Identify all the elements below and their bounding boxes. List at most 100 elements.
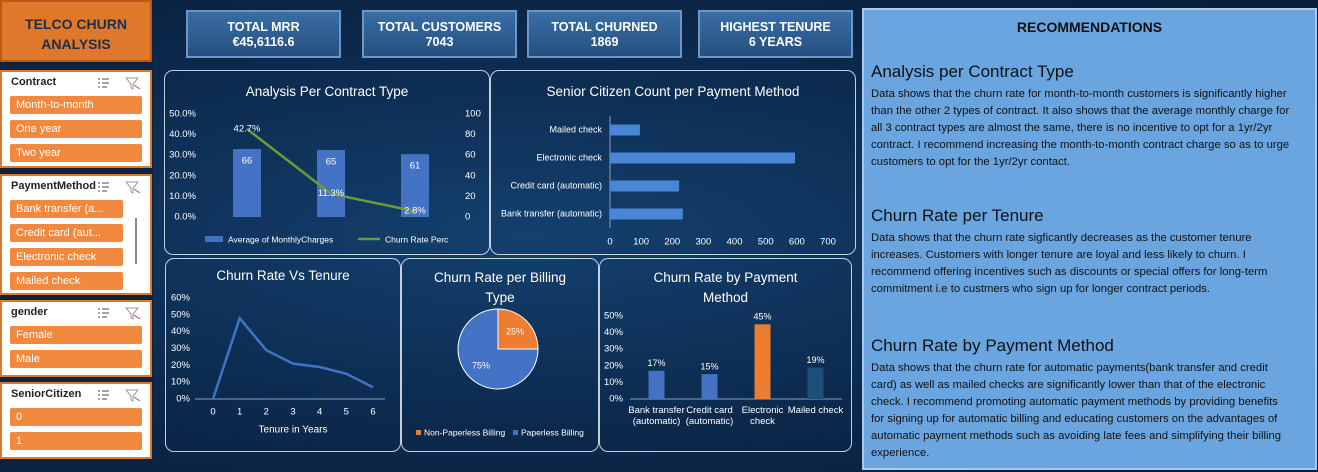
kpi-value: 7043: [425, 35, 454, 49]
y-tick-label: 20: [465, 191, 476, 202]
axis-title: Tenure in Years: [259, 425, 328, 436]
recommendations-panel: RECOMMENDATIONS Analysis per Contract Ty…: [862, 8, 1317, 470]
bar: [610, 208, 683, 220]
y-tick-label: 20.0%: [169, 170, 196, 181]
slicer-icons[interactable]: [96, 388, 144, 402]
data-label: 25%: [506, 326, 524, 336]
slicer-icons[interactable]: [96, 180, 144, 194]
chart-title: Churn Rate per Billing Type: [433, 270, 567, 305]
kpi-label: HIGHEST TENURE: [720, 20, 831, 34]
x-tick-label: 200: [664, 237, 680, 248]
slicer: gender Female Male: [0, 300, 152, 377]
y-tick-label: 20%: [171, 360, 191, 371]
slicer-item[interactable]: Mailed check: [10, 272, 123, 290]
slicer-item[interactable]: Two year: [10, 144, 142, 162]
data-label: 66: [242, 156, 253, 167]
section-heading: Churn Rate per Tenure: [871, 206, 1044, 225]
y-tick-label: 80: [465, 129, 476, 140]
x-tick-label: 400: [727, 237, 743, 248]
kpi-label: TOTAL CUSTOMERS: [377, 20, 502, 34]
dashboard-title: TELCO CHURN ANALYSIS: [0, 0, 152, 62]
kpi-value: 1869: [590, 35, 619, 49]
section-heading: Churn Rate by Payment Method: [871, 336, 1114, 355]
slicer: SeniorCitizen 0 1: [0, 382, 152, 459]
kpi-card: TOTAL CHURNED 1869: [527, 10, 682, 58]
pie-slice: [457, 308, 539, 390]
slicer-item[interactable]: Male: [10, 350, 142, 368]
legend-label: Paperless Billing: [521, 427, 584, 437]
bar: [610, 124, 640, 136]
y-tick-label: 30%: [171, 343, 191, 354]
section-text: Data shows that the churn rate sigficant…: [871, 232, 1268, 295]
y-tick-label: 0%: [609, 394, 623, 405]
section-text: Data shows that the churn rate for month…: [871, 88, 1290, 168]
slicer-item[interactable]: Electronic check: [10, 248, 123, 266]
slicer-item[interactable]: Female: [10, 326, 142, 344]
slicer-title: Contract: [11, 76, 57, 88]
x-tick-label: 1: [237, 407, 242, 418]
y-tick-label: 60: [465, 150, 476, 161]
data-label: 11.3%: [318, 188, 345, 199]
slicer-title: PaymentMethod: [11, 180, 96, 192]
slicer-item[interactable]: Month-to-month: [10, 96, 142, 114]
section-heading: Analysis per Contract Type: [871, 62, 1074, 81]
y-tick-label: 0%: [176, 394, 190, 405]
y-tick-label: 10%: [171, 377, 191, 388]
x-tick-label: 700: [820, 237, 836, 248]
y-tick-label: 60%: [171, 293, 191, 304]
y-tick-label: 50%: [604, 311, 624, 322]
bar: [754, 324, 771, 399]
slicer-icons[interactable]: [96, 76, 144, 90]
slicer-title: SeniorCitizen: [11, 388, 82, 400]
chart-title: Churn Rate Vs Tenure: [216, 268, 350, 283]
bar: [701, 374, 718, 399]
x-tick-label: 300: [695, 237, 711, 248]
x-tick-label: 600: [789, 237, 805, 248]
y-tick-label: 0: [465, 212, 470, 223]
bar: [807, 367, 824, 399]
slicer-item[interactable]: One year: [10, 120, 142, 138]
legend-swatch: [205, 236, 223, 242]
kpi-label: TOTAL CHURNED: [551, 20, 658, 34]
chart-panel: Senior Citizen Count per Payment Method: [490, 70, 856, 255]
slicer-item[interactable]: Credit card (aut...: [10, 224, 123, 242]
y-tick-label: 30%: [604, 344, 624, 355]
kpi-value: 6 YEARS: [748, 35, 803, 49]
y-tick-label: Electronic check: [536, 152, 602, 162]
x-tick-label: 500: [758, 237, 774, 248]
data-label: 75%: [472, 360, 490, 370]
chart-panel: Churn Rate Vs Tenure: [165, 258, 401, 452]
y-tick-label: 40.0%: [169, 129, 196, 140]
y-tick-label: 40%: [171, 326, 191, 337]
x-tick-label: 0: [210, 407, 215, 418]
legend-label: Average of MonthlyCharges: [228, 234, 333, 244]
x-tick-label: 3: [290, 407, 295, 418]
x-tick-label: 4: [317, 407, 322, 418]
y-tick-label: Mailed check: [549, 124, 602, 134]
x-tick-label: 0: [607, 237, 612, 248]
slicer-item[interactable]: 1: [10, 432, 142, 450]
bar: [610, 180, 680, 192]
chart-title: Senior Citizen Count per Payment Method: [546, 84, 800, 99]
x-tick-label: 6: [370, 407, 375, 418]
kpi-value: €45,6116.6: [232, 35, 295, 49]
chart-panel: Analysis Per Contract Type: [164, 70, 490, 255]
slicer-icons[interactable]: [96, 306, 144, 320]
kpi-card: TOTAL MRR €45,6116.6: [186, 10, 341, 58]
y-tick-label: 10.0%: [169, 191, 196, 202]
chart-title: Churn Rate by Payment Method: [653, 270, 798, 305]
chart-panel: Churn Rate by Payment Method: [599, 258, 852, 452]
bar: [401, 154, 429, 217]
x-tick-label: Mailed check: [787, 405, 844, 416]
kpi-card: HIGHEST TENURE 6 YEARS: [698, 10, 853, 58]
slicer-item[interactable]: 0: [10, 408, 142, 426]
y-tick-label: 50%: [171, 309, 191, 320]
line: [211, 315, 374, 400]
slicer-item[interactable]: Bank transfer (a...: [10, 200, 123, 218]
data-label: 45%: [753, 312, 771, 322]
data-label: 61: [410, 161, 421, 172]
slicer: Contract Month-to-month One year Two year: [0, 70, 152, 168]
scrollbar: [135, 218, 137, 264]
chart-title: Analysis Per Contract Type: [245, 84, 409, 99]
